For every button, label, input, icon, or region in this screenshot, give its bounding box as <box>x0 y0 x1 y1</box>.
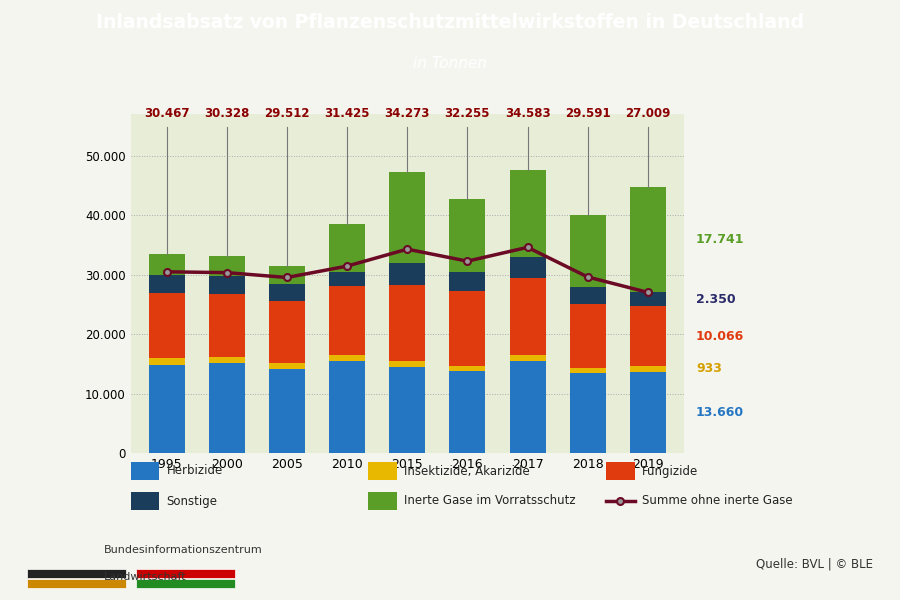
Bar <box>329 272 365 286</box>
Text: Inerte Gase im Vorratsschutz: Inerte Gase im Vorratsschutz <box>404 494 576 508</box>
Text: Inlandsabsatz von Pflanzenschutzmittelwirkstoffen in Deutschland: Inlandsabsatz von Pflanzenschutzmittelwi… <box>96 13 804 32</box>
Bar <box>148 293 184 358</box>
Bar <box>269 368 305 453</box>
Bar <box>368 462 397 480</box>
Text: 27.009: 27.009 <box>626 107 670 120</box>
Text: Summe ohne inerte Gase: Summe ohne inerte Gase <box>642 494 792 508</box>
Bar <box>449 365 485 371</box>
Bar <box>630 372 666 453</box>
Bar <box>570 373 606 453</box>
Bar <box>329 224 365 272</box>
Text: 30.467: 30.467 <box>144 107 189 120</box>
Text: Insektizide, Akarizide: Insektizide, Akarizide <box>404 464 530 478</box>
Text: 2.350: 2.350 <box>696 293 735 306</box>
Bar <box>570 368 606 373</box>
Bar <box>389 263 426 284</box>
Bar <box>449 371 485 453</box>
Text: Herbizide: Herbizide <box>166 464 223 478</box>
Bar <box>269 363 305 368</box>
Text: 10.066: 10.066 <box>696 330 744 343</box>
Bar <box>148 365 184 453</box>
Text: 32.255: 32.255 <box>445 107 491 120</box>
Bar <box>148 358 184 365</box>
Bar <box>449 291 485 365</box>
Bar <box>209 294 245 356</box>
Bar <box>570 215 606 287</box>
Bar <box>27 579 126 588</box>
Bar <box>269 301 305 363</box>
Bar <box>389 172 426 263</box>
Text: 31.425: 31.425 <box>324 107 370 120</box>
Bar <box>509 361 545 453</box>
Bar <box>368 492 397 510</box>
Bar <box>136 579 235 588</box>
Bar <box>148 254 184 275</box>
Bar <box>606 462 634 480</box>
Text: Sonstige: Sonstige <box>166 494 218 508</box>
Bar <box>449 199 485 272</box>
Bar <box>630 307 666 366</box>
Bar <box>449 272 485 291</box>
Bar <box>389 367 426 453</box>
Bar <box>329 286 365 355</box>
Text: 933: 933 <box>696 362 722 376</box>
Bar <box>630 187 666 292</box>
Bar <box>389 284 426 361</box>
Text: 34.583: 34.583 <box>505 107 551 120</box>
Text: 29.512: 29.512 <box>265 107 310 120</box>
Bar <box>329 355 365 361</box>
Text: Quelle: BVL | © BLE: Quelle: BVL | © BLE <box>756 557 873 570</box>
Text: 34.273: 34.273 <box>384 107 430 120</box>
Bar <box>630 366 666 372</box>
Bar <box>209 356 245 362</box>
Text: 29.591: 29.591 <box>565 107 610 120</box>
Bar <box>509 170 545 257</box>
Bar <box>130 492 159 510</box>
Text: 30.328: 30.328 <box>204 107 249 120</box>
Bar <box>269 266 305 284</box>
Bar <box>130 462 159 480</box>
Bar <box>630 292 666 307</box>
Bar <box>570 287 606 304</box>
Bar <box>329 361 365 453</box>
Bar <box>148 275 184 293</box>
Text: 13.660: 13.660 <box>696 406 744 419</box>
Text: Fungizide: Fungizide <box>642 464 698 478</box>
Text: in Tonnen: in Tonnen <box>413 56 487 71</box>
Text: Landwirtschaft: Landwirtschaft <box>104 572 186 583</box>
Text: Bundesinformationszentrum: Bundesinformationszentrum <box>104 545 262 555</box>
Bar <box>509 278 545 355</box>
Bar <box>509 257 545 278</box>
Bar <box>209 256 245 276</box>
Bar <box>570 304 606 368</box>
Bar <box>509 355 545 361</box>
Bar <box>269 284 305 301</box>
Bar <box>389 361 426 367</box>
Bar <box>209 362 245 453</box>
Bar <box>136 569 235 578</box>
Text: 17.741: 17.741 <box>696 233 744 246</box>
Bar <box>27 569 126 578</box>
Bar <box>209 276 245 294</box>
